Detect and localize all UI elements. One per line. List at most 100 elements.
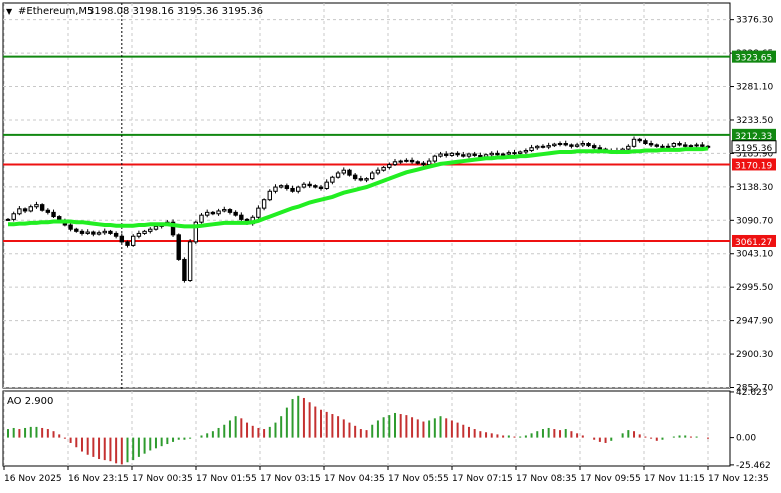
candle-body — [506, 152, 512, 155]
candle-body — [364, 178, 369, 181]
level-price-tags: 3323.65 3212.33 3170.19 3061.27 3195.36 — [731, 50, 777, 248]
oscillator-tick-label: 0.00 — [736, 434, 756, 444]
time-tick-label: 17 Nov 08:35 — [516, 474, 577, 484]
candle-body — [500, 153, 506, 156]
candle-body — [631, 138, 637, 147]
candle-body — [700, 144, 705, 147]
time-tick-label: 17 Nov 07:15 — [452, 474, 513, 484]
candle-body — [79, 230, 85, 234]
price-tick-label: 2947.90 — [736, 317, 773, 327]
candle-body — [677, 143, 682, 146]
oscillator-tick-label: 42.623 — [736, 388, 768, 398]
level-tag-label: 3170.19 — [735, 161, 772, 171]
candle-body — [307, 183, 312, 187]
candle-body — [284, 185, 290, 189]
candle-body — [222, 209, 227, 212]
candle-body — [318, 186, 324, 189]
time-tick-label: 17 Nov 04:35 — [324, 474, 385, 484]
price-axis: 3376.303328.653281.103233.503185.903138.… — [730, 16, 773, 394]
candle-body — [449, 152, 455, 156]
candle-body — [51, 211, 56, 218]
candle-body — [665, 145, 671, 148]
price-tick-label: 3138.30 — [736, 183, 773, 193]
candle-body — [535, 145, 540, 149]
candle-body — [22, 208, 28, 212]
candle-body — [233, 211, 238, 216]
candle-body — [370, 172, 375, 180]
time-tick-label: 17 Nov 09:55 — [580, 474, 641, 484]
oscillator-bars — [7, 395, 709, 465]
level-tag-background — [732, 158, 776, 171]
candle-body — [176, 234, 181, 260]
level-tag-label: 3323.65 — [735, 54, 772, 64]
candle-body — [313, 185, 318, 188]
time-tick-label: 16 Nov 23:15 — [68, 474, 129, 484]
candle-body — [421, 162, 426, 166]
price-panel-background — [2, 2, 731, 389]
candle-body — [495, 152, 500, 156]
price-tick-label: 2900.30 — [736, 350, 773, 360]
symbol-dropdown-icon[interactable]: ▼ — [6, 7, 13, 16]
time-tick-label: 17 Nov 00:35 — [132, 474, 193, 484]
price-tick-label: 3281.10 — [736, 83, 773, 93]
candle-body — [517, 151, 523, 154]
candle-body — [461, 154, 466, 157]
level-tag-background — [732, 128, 776, 141]
candle-body — [45, 209, 51, 213]
candle-body — [256, 207, 261, 218]
time-tick-label: 17 Nov 12:35 — [708, 474, 769, 484]
candle-body — [68, 224, 73, 230]
price-tick-label: 2995.50 — [736, 283, 773, 293]
candle-body — [648, 143, 654, 146]
candle-body — [193, 221, 199, 243]
candle-body — [182, 258, 187, 282]
level-tag-label: 3061.27 — [735, 238, 772, 248]
price-tick-label: 3090.70 — [736, 216, 773, 226]
ohlc-readout: 3198.08 3198.16 3195.36 3195.36 — [88, 6, 263, 17]
candle-body — [597, 147, 603, 150]
candle-body — [74, 228, 79, 232]
current-price-tag — [731, 140, 777, 154]
candle-body — [660, 145, 665, 148]
candle-body — [187, 241, 193, 282]
candle-body — [204, 211, 210, 216]
symbol-label: #Ethereum,M5 — [18, 6, 93, 17]
oscillator-tick-label: -25.462 — [736, 461, 771, 471]
candle-body — [569, 144, 574, 147]
candle-body — [142, 230, 147, 234]
candle-body — [489, 152, 494, 156]
candle-body — [39, 204, 45, 211]
candle-body — [11, 213, 16, 220]
level-tag-background — [732, 234, 776, 247]
time-tick-label: 17 Nov 01:55 — [196, 474, 257, 484]
candle-body — [688, 145, 694, 148]
candle-body — [478, 154, 483, 158]
level-tag-background — [732, 50, 776, 63]
candle-body — [540, 145, 546, 148]
candle-body — [136, 232, 142, 237]
candle-body — [273, 186, 278, 192]
candle-body — [210, 211, 216, 215]
candle-body — [375, 169, 381, 174]
candle-body — [671, 143, 677, 147]
candle-body — [85, 231, 90, 234]
candle-body — [261, 199, 267, 209]
oscillator-title: AO 2.900 — [7, 396, 53, 407]
candle-body — [296, 186, 301, 192]
candle-body — [199, 214, 204, 223]
candle-body — [512, 152, 517, 155]
candle-body — [637, 138, 642, 142]
candle-body — [392, 161, 398, 166]
candle-body — [239, 214, 244, 220]
candle-body — [227, 209, 233, 213]
candle-body — [352, 174, 358, 180]
candle-body — [626, 145, 631, 150]
time-tick-label: 17 Nov 03:15 — [260, 474, 321, 484]
time-tick-label: 16 Nov 2025 — [4, 474, 62, 484]
candle-body — [574, 144, 580, 147]
candle-body — [563, 143, 568, 146]
candle-body — [34, 204, 39, 208]
candle-body — [472, 153, 477, 156]
price-tick-label: 2852.70 — [736, 384, 773, 394]
